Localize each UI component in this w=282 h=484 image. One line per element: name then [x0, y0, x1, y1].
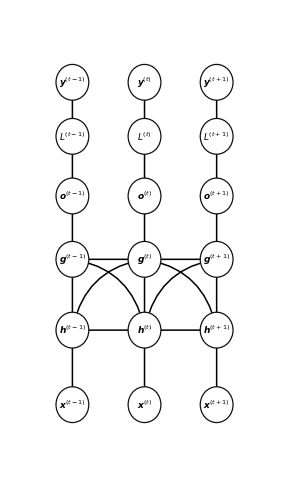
Text: $\boldsymbol{x}^{(t-1)}$: $\boldsymbol{x}^{(t-1)}$: [59, 398, 86, 411]
Text: $\boldsymbol{y}^{(t-1)}$: $\boldsymbol{y}^{(t-1)}$: [59, 75, 86, 90]
Ellipse shape: [200, 119, 233, 154]
Text: $\boldsymbol{y}^{(t+1)}$: $\boldsymbol{y}^{(t+1)}$: [203, 75, 230, 90]
Ellipse shape: [56, 242, 89, 277]
Ellipse shape: [128, 387, 161, 423]
Text: $L^{(t-1)}$: $L^{(t-1)}$: [59, 130, 85, 143]
Text: $\boldsymbol{x}^{(t+1)}$: $\boldsymbol{x}^{(t+1)}$: [203, 398, 230, 411]
Text: $\boldsymbol{h}^{(t-1)}$: $\boldsymbol{h}^{(t-1)}$: [59, 324, 86, 336]
Ellipse shape: [200, 178, 233, 214]
Ellipse shape: [200, 64, 233, 100]
Text: $L^{(t+1)}$: $L^{(t+1)}$: [204, 130, 230, 143]
Text: $\boldsymbol{g}^{(t)}$: $\boldsymbol{g}^{(t)}$: [137, 252, 152, 267]
Text: $\boldsymbol{o}^{(t)}$: $\boldsymbol{o}^{(t)}$: [137, 190, 152, 202]
Text: $L^{(t)}$: $L^{(t)}$: [137, 130, 152, 143]
Ellipse shape: [200, 312, 233, 348]
Ellipse shape: [128, 312, 161, 348]
Text: $\boldsymbol{g}^{(t+1)}$: $\boldsymbol{g}^{(t+1)}$: [203, 252, 230, 267]
Text: $\boldsymbol{o}^{(t+1)}$: $\boldsymbol{o}^{(t+1)}$: [203, 190, 230, 202]
Text: $\boldsymbol{g}^{(t-1)}$: $\boldsymbol{g}^{(t-1)}$: [59, 252, 86, 267]
Text: $\boldsymbol{o}^{(t-1)}$: $\boldsymbol{o}^{(t-1)}$: [59, 190, 86, 202]
Ellipse shape: [200, 387, 233, 423]
Ellipse shape: [56, 119, 89, 154]
Ellipse shape: [128, 242, 161, 277]
Ellipse shape: [128, 64, 161, 100]
Ellipse shape: [56, 312, 89, 348]
Text: $\boldsymbol{x}^{(t)}$: $\boldsymbol{x}^{(t)}$: [137, 398, 152, 411]
Text: $\boldsymbol{h}^{(t+1)}$: $\boldsymbol{h}^{(t+1)}$: [203, 324, 230, 336]
Text: $\boldsymbol{h}^{(t)}$: $\boldsymbol{h}^{(t)}$: [137, 324, 152, 336]
Ellipse shape: [128, 119, 161, 154]
Ellipse shape: [56, 387, 89, 423]
Ellipse shape: [128, 178, 161, 214]
Text: $\boldsymbol{y}^{(t)}$: $\boldsymbol{y}^{(t)}$: [137, 75, 152, 90]
Ellipse shape: [56, 64, 89, 100]
Ellipse shape: [56, 178, 89, 214]
Ellipse shape: [200, 242, 233, 277]
